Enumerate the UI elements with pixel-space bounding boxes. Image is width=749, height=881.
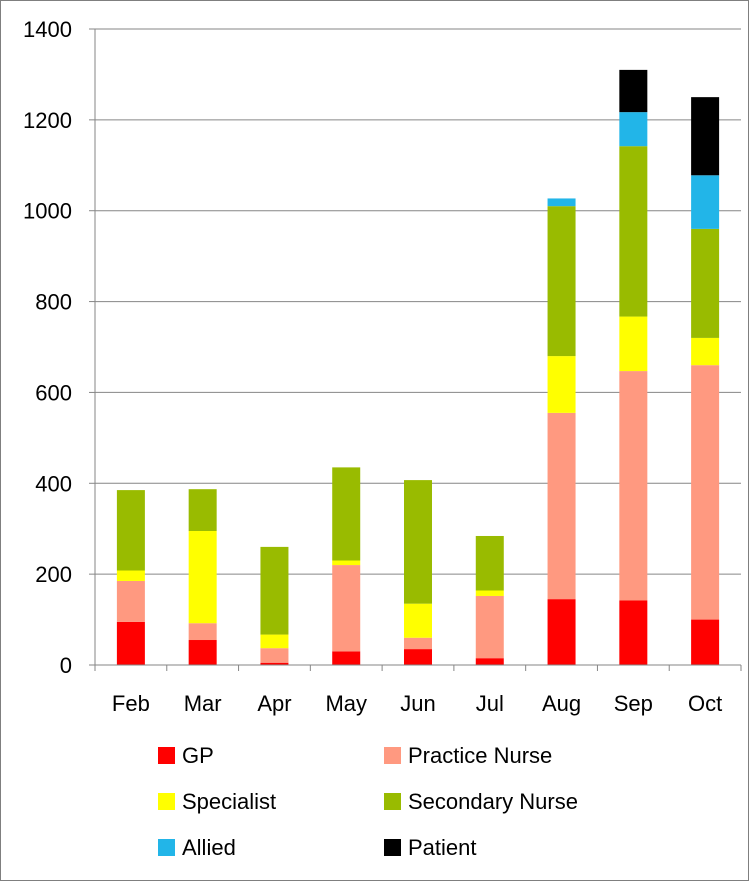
- bar-segment-practice-nurse-aug: [547, 412, 576, 600]
- legend-swatch-gp: [158, 747, 175, 764]
- x-tick-labels: Feb Mar Apr May Jun Jul Aug Sep Oct: [112, 691, 722, 716]
- bar-segment-gp-aug: [547, 599, 576, 665]
- bars: [116, 69, 720, 665]
- bar-segment-patient-oct: [691, 97, 720, 176]
- legend-swatch-specialist: [158, 793, 175, 810]
- bar-segment-practice-nurse-sep: [619, 371, 648, 601]
- bar-segment-secondary-nurse-jun: [404, 480, 432, 604]
- x-tick-label: Oct: [688, 691, 722, 716]
- bar-segment-specialist-oct: [691, 337, 720, 366]
- x-tick-label: May: [325, 691, 367, 716]
- y-tick-label: 600: [35, 380, 72, 405]
- legend-swatch-secondary-nurse: [384, 793, 401, 810]
- legend-label-secondary-nurse: Secondary Nurse: [408, 789, 578, 814]
- x-tick-label: Jun: [400, 691, 435, 716]
- bar-segment-practice-nurse-oct: [691, 365, 720, 620]
- bar-segment-practice-nurse-may: [332, 565, 361, 652]
- legend: GP Practice Nurse Specialist Secondary Nurs…: [158, 743, 578, 860]
- legend-label-specialist: Specialist: [182, 789, 276, 814]
- bar-segment-specialist-mar: [188, 530, 217, 624]
- bar-segment-secondary-nurse-sep: [619, 146, 648, 317]
- bar-segment-secondary-nurse-apr: [260, 546, 289, 635]
- y-tick-label: 200: [35, 562, 72, 587]
- bar-segment-practice-nurse-jun: [404, 637, 432, 650]
- legend-swatch-patient: [384, 839, 401, 856]
- legend-label-allied: Allied: [182, 835, 236, 860]
- x-tick-label: Feb: [112, 691, 150, 716]
- y-tick-label: 1000: [23, 199, 72, 224]
- bar-segment-gp-oct: [691, 619, 720, 665]
- bar-segment-gp-feb: [116, 621, 145, 665]
- bar-segment-allied-aug: [547, 198, 576, 207]
- y-tick-label: 1400: [23, 17, 72, 42]
- bar-segment-practice-nurse-mar: [188, 623, 217, 641]
- bar-segment-secondary-nurse-jul: [475, 535, 504, 591]
- legend-label-practice-nurse: Practice Nurse: [408, 743, 552, 768]
- bar-segment-allied-sep: [619, 112, 648, 147]
- legend-label-gp: GP: [182, 743, 214, 768]
- bar-segment-secondary-nurse-mar: [188, 489, 217, 531]
- bar-segment-secondary-nurse-aug: [547, 206, 576, 357]
- bar-segment-specialist-may: [332, 560, 361, 566]
- bar-segment-gp-mar: [188, 640, 217, 665]
- axes: [89, 28, 742, 671]
- legend-swatch-practice-nurse: [384, 747, 401, 764]
- bar-segment-specialist-feb: [116, 570, 145, 581]
- bar-segment-patient-sep: [619, 69, 648, 113]
- bar-segment-practice-nurse-feb: [116, 580, 145, 622]
- bar-segment-specialist-sep: [619, 316, 648, 372]
- bar-segment-practice-nurse-apr: [260, 648, 289, 663]
- bar-segment-gp-jun: [404, 649, 432, 665]
- x-tick-label: Sep: [614, 691, 653, 716]
- y-tick-label: 0: [60, 653, 72, 678]
- x-tick-label: Apr: [257, 691, 291, 716]
- legend-label-patient: Patient: [408, 835, 477, 860]
- x-tick-label: Mar: [184, 691, 222, 716]
- bar-segment-specialist-jul: [475, 590, 504, 596]
- bar-segment-specialist-jun: [404, 603, 432, 638]
- bar-segment-specialist-aug: [547, 356, 576, 413]
- bar-segment-gp-may: [332, 651, 361, 665]
- bar-segment-specialist-apr: [260, 634, 289, 649]
- bar-segment-gp-sep: [619, 600, 648, 665]
- bar-segment-gp-apr: [260, 662, 289, 665]
- x-tick-label: Jul: [476, 691, 504, 716]
- bar-segment-practice-nurse-jul: [475, 595, 504, 659]
- bar-segment-allied-oct: [691, 175, 720, 229]
- bar-segment-gp-jul: [475, 658, 504, 665]
- bar-segment-secondary-nurse-may: [332, 467, 361, 561]
- bar-segment-secondary-nurse-oct: [691, 228, 720, 338]
- y-tick-label: 1200: [23, 108, 72, 133]
- y-tick-label: 800: [35, 290, 72, 315]
- bar-segment-secondary-nurse-feb: [116, 490, 145, 571]
- legend-swatch-allied: [158, 839, 175, 856]
- y-tick-label: 400: [35, 471, 72, 496]
- y-tick-labels: 0 200 400 600 800 1000 1200 1400: [23, 17, 72, 678]
- x-tick-label: Aug: [542, 691, 581, 716]
